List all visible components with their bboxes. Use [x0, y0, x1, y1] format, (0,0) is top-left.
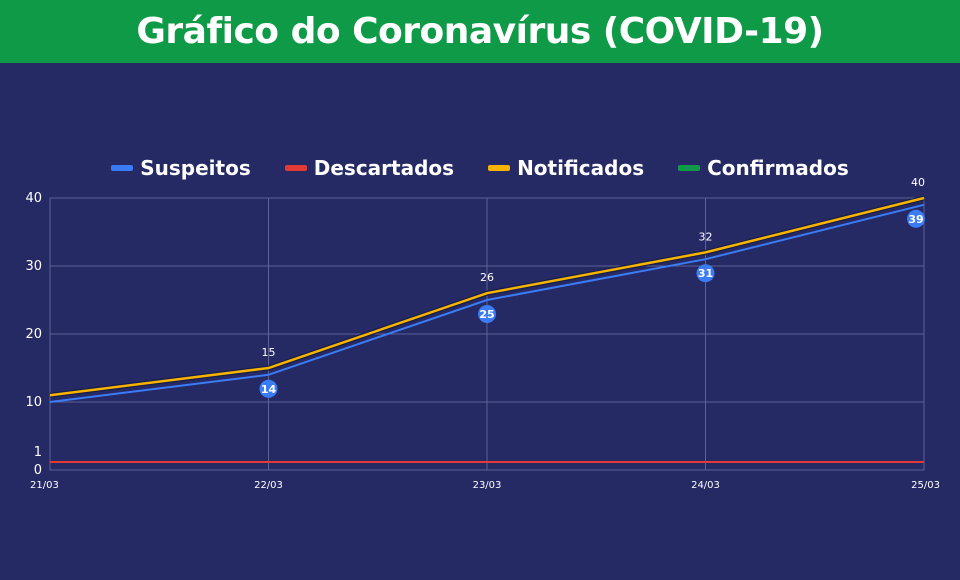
- y-tick-label: 1: [34, 445, 42, 460]
- legend-swatch-notificados: [488, 165, 511, 171]
- series-line-suspeitos: [49, 203, 925, 403]
- data-label-suspeitos: 31: [698, 267, 713, 280]
- legend-swatch-confirmados: [678, 165, 701, 171]
- legend-item-descartados: Descartados: [284, 156, 455, 180]
- header-bar: Gráfico do Coronavírus (COVID-19): [0, 0, 960, 63]
- data-label-suspeitos: 39: [908, 213, 923, 226]
- data-label-notificados: 40: [911, 176, 925, 189]
- y-tick-label: 0: [34, 463, 42, 478]
- y-tick-label: 20: [25, 327, 42, 342]
- data-label-suspeitos: 25: [479, 308, 494, 321]
- data-label-notificados: 32: [699, 230, 713, 243]
- x-tick-label: 23/03: [473, 480, 502, 491]
- legend-label-descartados: Descartados: [313, 156, 455, 180]
- y-tick-label: 30: [25, 259, 42, 274]
- chart-legend: Suspeitos Descartados Notificados Confir…: [0, 152, 960, 184]
- data-point-suspeitos: [696, 264, 715, 283]
- legend-item-notificados: Notificados: [488, 156, 644, 180]
- data-label-suspeitos: 14: [261, 383, 277, 396]
- legend-label-notificados: Notificados: [517, 156, 645, 180]
- series-line-notificados: [49, 196, 925, 397]
- page-title: Gráfico do Coronavírus (COVID-19): [136, 11, 824, 52]
- data-point-suspeitos: [259, 379, 278, 398]
- x-tick-label: 21/03: [30, 480, 59, 491]
- legend-item-suspeitos: Suspeitos: [111, 156, 251, 180]
- legend-swatch-suspeitos: [111, 165, 134, 171]
- data-point-suspeitos: [478, 305, 496, 323]
- data-label-notificados: 15: [262, 346, 276, 359]
- y-tick-label: 10: [25, 395, 42, 410]
- data-label-notificados: 26: [480, 271, 494, 284]
- x-tick-label: 22/03: [254, 480, 283, 491]
- legend-item-confirmados: Confirmados: [678, 156, 849, 180]
- data-point-suspeitos: [907, 209, 925, 228]
- legend-swatch-descartados: [284, 165, 307, 171]
- legend-label-confirmados: Confirmados: [707, 156, 849, 180]
- x-tick-label: 24/03: [691, 480, 720, 491]
- x-tick-label: 25/03: [911, 480, 940, 491]
- legend-label-suspeitos: Suspeitos: [140, 156, 251, 180]
- y-tick-label: 40: [25, 191, 42, 206]
